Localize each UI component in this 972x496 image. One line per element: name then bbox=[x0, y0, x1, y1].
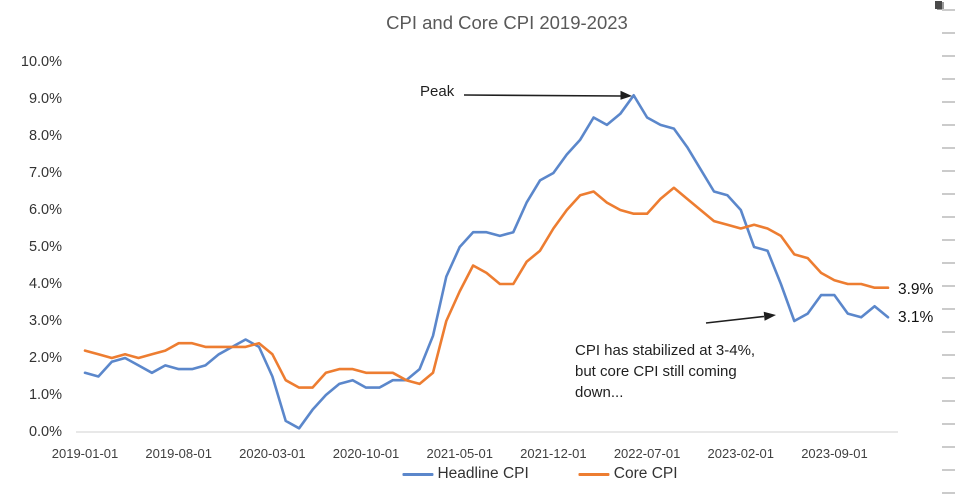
row-mark bbox=[942, 9, 955, 11]
legend-label: Headline CPI bbox=[437, 465, 529, 482]
legend: Headline CPI Core CPI bbox=[402, 465, 678, 483]
cropped-ui-fragment-icon bbox=[935, 1, 942, 9]
peak-arrow bbox=[463, 90, 632, 100]
y-tick-label: 6.0% bbox=[28, 202, 62, 218]
core-cpi-line bbox=[83, 186, 890, 389]
y-tick-label: 5.0% bbox=[28, 239, 62, 255]
y-tick-label: 4.0% bbox=[28, 276, 62, 292]
row-mark bbox=[942, 216, 955, 218]
row-mark bbox=[942, 32, 955, 34]
y-tick-label: 2.0% bbox=[28, 350, 62, 366]
row-mark bbox=[942, 101, 955, 103]
row-mark bbox=[942, 170, 955, 172]
row-mark bbox=[942, 377, 955, 379]
row-mark bbox=[942, 55, 955, 57]
annotation-line: but core CPI still coming bbox=[575, 363, 737, 380]
row-mark bbox=[942, 331, 955, 333]
stabilized-annotation: CPI has stabilized at 3-4%, but core CPI… bbox=[575, 340, 755, 403]
headline-line-swatch-icon bbox=[402, 472, 434, 476]
core-line-swatch-icon bbox=[578, 472, 610, 476]
row-mark bbox=[942, 285, 955, 287]
headline-cpi-end-value: 3.1% bbox=[898, 309, 934, 326]
y-tick-label: 10.0% bbox=[20, 54, 62, 70]
row-mark bbox=[942, 78, 955, 80]
legend-item-core-cpi: Core CPI bbox=[578, 465, 678, 483]
y-tick-label: 8.0% bbox=[28, 128, 62, 144]
row-mark bbox=[942, 354, 955, 356]
row-mark bbox=[942, 239, 955, 241]
stabilized-arrow bbox=[705, 311, 776, 324]
x-tick-label: 2021-12-01 bbox=[520, 446, 587, 461]
row-mark bbox=[942, 147, 955, 149]
x-tick-label: 2020-03-01 bbox=[239, 446, 306, 461]
x-tick-label: 2021-05-01 bbox=[426, 446, 493, 461]
y-tick-label: 3.0% bbox=[28, 313, 62, 329]
row-mark bbox=[942, 193, 955, 195]
y-tick-label: 7.0% bbox=[28, 165, 62, 181]
y-tick-label: 9.0% bbox=[28, 91, 62, 107]
y-tick-label: 0.0% bbox=[28, 424, 62, 440]
row-mark bbox=[942, 423, 955, 425]
x-tick-label: 2019-01-01 bbox=[51, 446, 119, 461]
x-tick-label: 2023-02-01 bbox=[707, 446, 775, 461]
x-tick-label: 2019-08-01 bbox=[145, 446, 212, 461]
row-mark bbox=[942, 400, 955, 402]
x-tick-label: 2023-09-01 bbox=[801, 446, 868, 461]
annotation-line: CPI has stabilized at 3-4%, bbox=[575, 342, 756, 359]
y-tick-label: 1.0% bbox=[28, 387, 62, 403]
x-tick-label: 2020-10-01 bbox=[332, 446, 400, 461]
row-mark bbox=[942, 308, 955, 310]
legend-label: Core CPI bbox=[613, 465, 678, 482]
row-mark bbox=[942, 469, 955, 471]
row-mark bbox=[942, 124, 955, 126]
headline-cpi-line bbox=[83, 94, 890, 430]
annotation-line: down... bbox=[575, 384, 624, 401]
x-tick-label: 2022-07-01 bbox=[613, 446, 681, 461]
core-cpi-end-value: 3.9% bbox=[898, 281, 934, 298]
chart-title: CPI and Core CPI 2019-2023 bbox=[386, 12, 628, 33]
peak-annotation: Peak bbox=[420, 83, 455, 100]
legend-item-headline-cpi: Headline CPI bbox=[402, 465, 529, 483]
row-mark bbox=[942, 446, 955, 448]
row-mark bbox=[942, 262, 955, 264]
row-mark bbox=[942, 492, 955, 494]
